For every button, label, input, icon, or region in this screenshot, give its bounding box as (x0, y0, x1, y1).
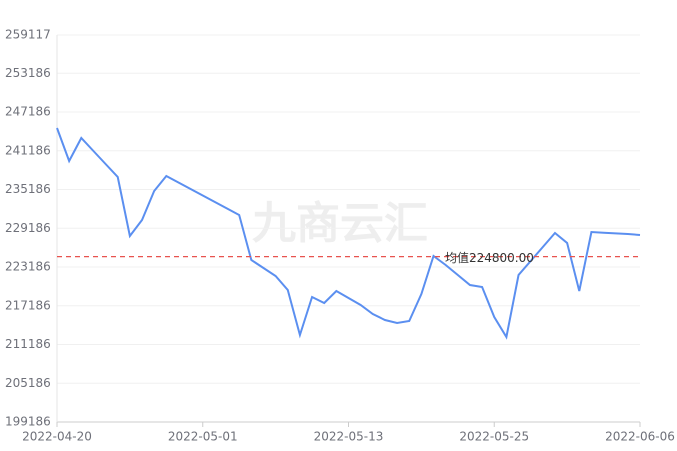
y-tick-label: 235186 (5, 182, 51, 196)
y-tick-label: 247186 (5, 105, 51, 119)
data-line (56, 127, 641, 340)
x-tick-label: 2022-05-01 (168, 430, 238, 444)
average-label: 均值224800.00 (445, 250, 534, 265)
y-tick-label: 223186 (5, 260, 51, 274)
y-tick-label: 199186 (5, 415, 51, 429)
y-tick-label: 253186 (5, 66, 51, 80)
y-tick-label: 259117 (5, 28, 51, 42)
x-tick-label: 2022-05-25 (459, 430, 529, 444)
x-tick-label: 2022-05-13 (314, 430, 384, 444)
y-tick-label: 211186 (5, 337, 51, 351)
y-tick-label: 205186 (5, 376, 51, 390)
x-tick-label: 2022-06-06 (605, 430, 675, 444)
y-tick-label: 241186 (5, 143, 51, 157)
watermark: 九商云汇 (252, 198, 428, 249)
x-tick-label: 2022-04-20 (22, 430, 92, 444)
y-tick-label: 217186 (5, 298, 51, 312)
y-tick-label: 229186 (5, 221, 51, 235)
